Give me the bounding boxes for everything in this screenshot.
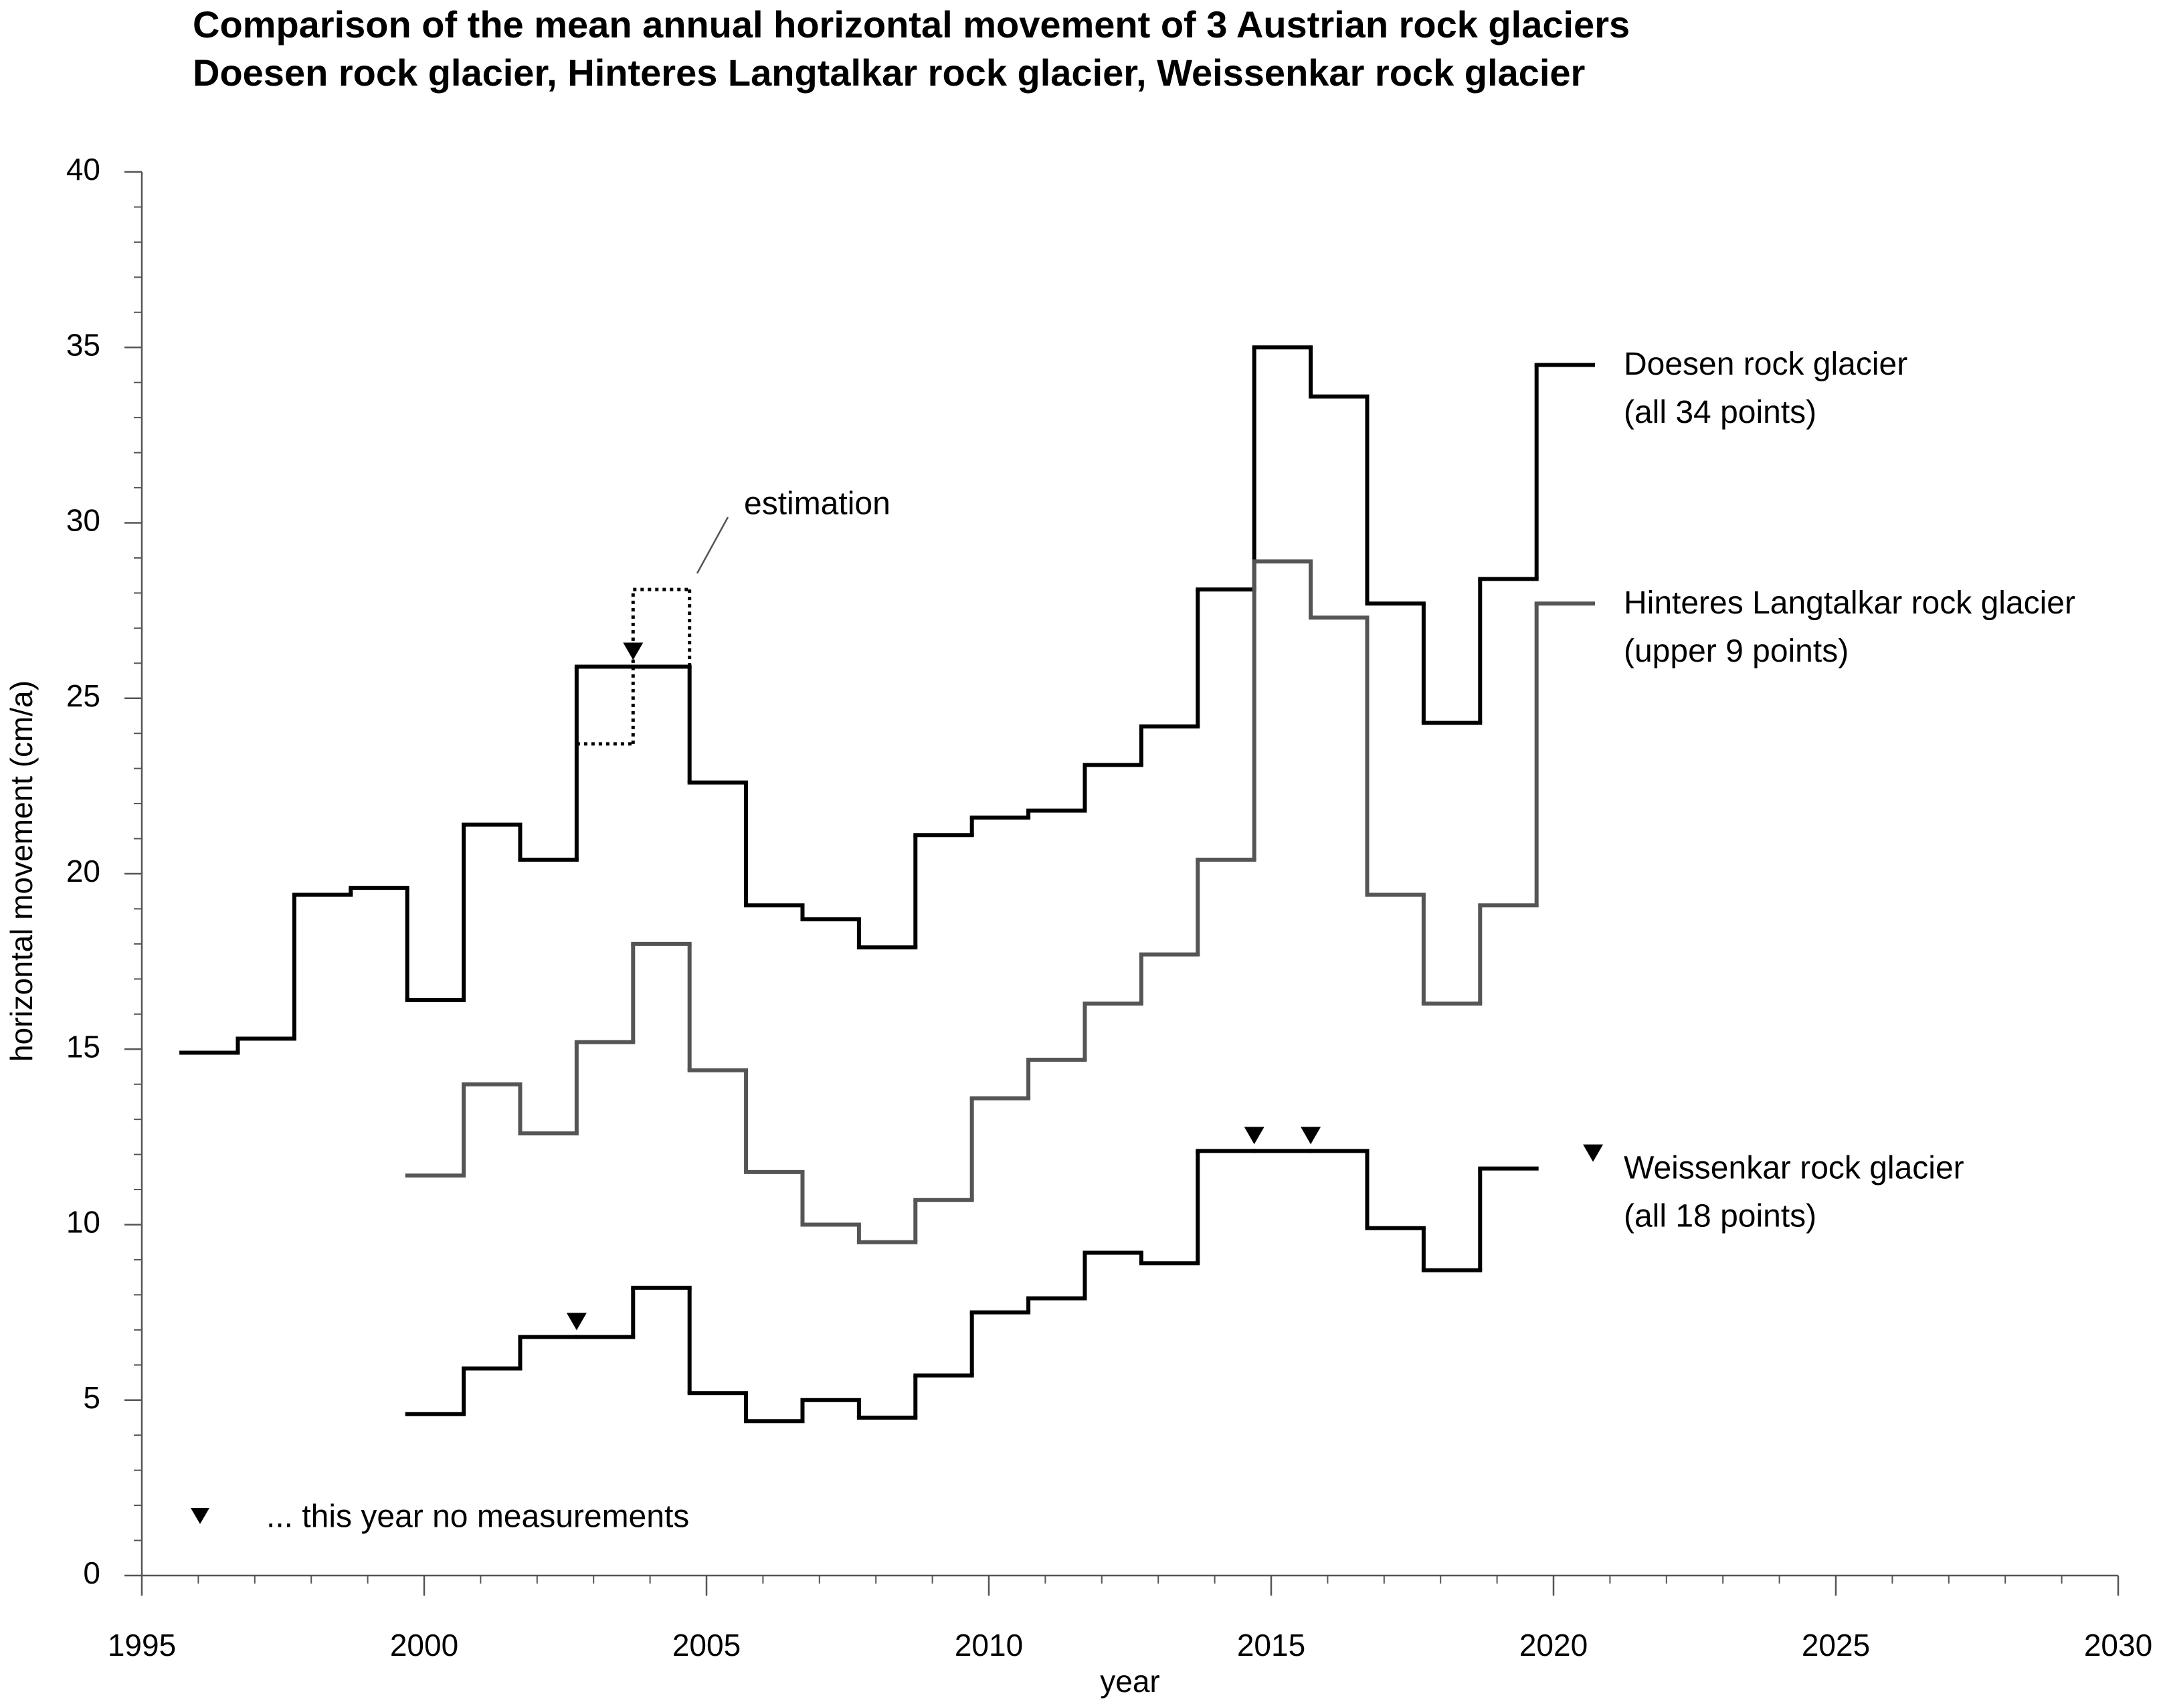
x-tick-label: 2020 bbox=[1519, 1628, 1588, 1663]
x-tick-label: 1995 bbox=[108, 1628, 176, 1663]
y-tick-label: 30 bbox=[66, 503, 100, 538]
y-tick-label: 5 bbox=[83, 1380, 100, 1415]
series-label: Weissenkar rock glacier bbox=[1624, 1150, 1964, 1185]
x-tick-label: 2015 bbox=[1237, 1628, 1305, 1663]
series-note: (all 34 points) bbox=[1624, 395, 1816, 430]
chart-title: Comparison of the mean annual horizontal… bbox=[193, 3, 1630, 45]
x-tick-label: 2000 bbox=[390, 1628, 458, 1663]
x-axis-label: year bbox=[1100, 1664, 1159, 1699]
y-tick-label: 0 bbox=[83, 1555, 100, 1590]
y-tick-label: 40 bbox=[66, 152, 100, 187]
y-tick-label: 10 bbox=[66, 1205, 100, 1240]
legend-note: ... this year no measurements bbox=[266, 1499, 689, 1535]
x-tick-label: 2030 bbox=[2084, 1628, 2152, 1663]
y-tick-label: 20 bbox=[66, 854, 100, 888]
no-measurement-marker bbox=[623, 642, 644, 660]
estimation-label: estimation bbox=[744, 486, 890, 522]
legend-triangle bbox=[191, 1508, 209, 1524]
y-tick-label: 35 bbox=[66, 327, 100, 362]
no-measurement-marker bbox=[1583, 1144, 1604, 1162]
series-label: Hinteres Langtalkar rock glacier bbox=[1624, 585, 2075, 621]
series-note: (all 18 points) bbox=[1624, 1198, 1816, 1234]
series-label: Doesen rock glacier bbox=[1624, 347, 1907, 382]
no-measurement-marker bbox=[1244, 1127, 1264, 1145]
y-tick-label: 15 bbox=[66, 1029, 100, 1064]
chart-subtitle: Doesen rock glacier, Hinteres Langtalkar… bbox=[193, 52, 1585, 94]
y-tick-label: 25 bbox=[66, 678, 100, 713]
x-tick-label: 2005 bbox=[672, 1628, 741, 1663]
y-axis-label: horizontal movement (cm/a) bbox=[4, 680, 39, 1062]
x-tick-label: 2010 bbox=[955, 1628, 1023, 1663]
series-note: (upper 9 points) bbox=[1624, 634, 1849, 669]
x-tick-label: 2025 bbox=[1802, 1628, 1870, 1663]
no-measurement-marker bbox=[566, 1313, 587, 1331]
no-measurement-marker bbox=[1301, 1127, 1321, 1145]
estimation-leader bbox=[696, 516, 729, 574]
